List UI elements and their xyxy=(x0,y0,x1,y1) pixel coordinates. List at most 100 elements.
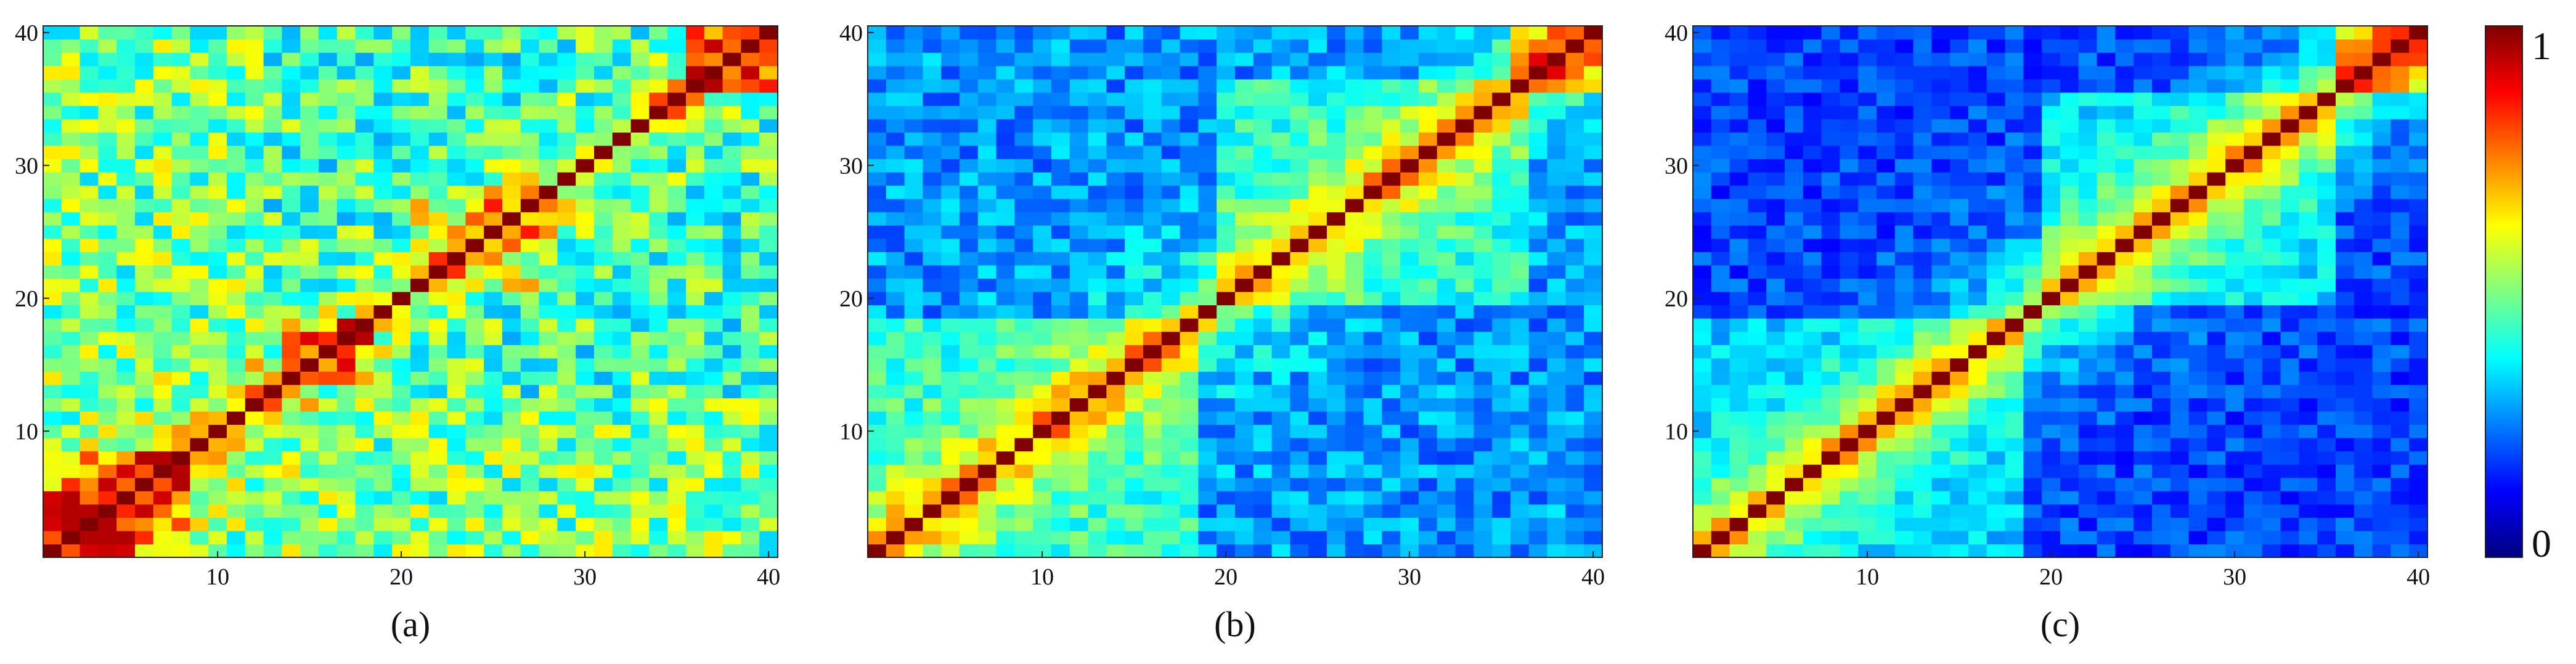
heatmap-cell xyxy=(300,39,319,53)
heatmap-cell xyxy=(2097,52,2116,67)
heatmap-cell xyxy=(1766,331,1785,345)
heatmap-cell xyxy=(904,371,923,385)
heatmap-cell xyxy=(667,79,687,93)
heatmap-cell xyxy=(557,424,576,438)
heatmap-cell xyxy=(502,225,521,239)
heatmap-cell xyxy=(2060,398,2079,412)
heatmap-cell xyxy=(1986,491,2006,505)
heatmap-cell xyxy=(2409,345,2428,359)
heatmap-cell xyxy=(1400,411,1419,425)
heatmap-cell xyxy=(1400,345,1419,359)
heatmap-cell xyxy=(520,530,540,545)
heatmap-cell xyxy=(1785,172,1804,186)
heatmap-cell xyxy=(392,26,411,40)
heatmap-cell xyxy=(2280,345,2299,359)
heatmap-cell xyxy=(1473,318,1493,332)
heatmap-cell xyxy=(1327,398,1346,412)
heatmap-cell xyxy=(2317,305,2336,319)
heatmap-cell xyxy=(2280,318,2299,332)
heatmap-cell xyxy=(1308,358,1327,372)
heatmap-cell xyxy=(2372,199,2391,213)
heatmap-cell xyxy=(904,398,923,412)
heatmap-cell xyxy=(667,92,687,106)
heatmap-cell xyxy=(2207,305,2226,319)
heatmap-cell xyxy=(502,530,521,545)
heatmap-cell xyxy=(1894,358,1914,372)
heatmap-cell xyxy=(1419,65,1438,80)
heatmap-cell xyxy=(576,199,595,213)
heatmap-cell xyxy=(1327,384,1346,398)
heatmap-cell xyxy=(61,158,81,173)
heatmap-cell xyxy=(43,39,62,53)
heatmap-cell xyxy=(759,371,778,385)
heatmap-cell xyxy=(1748,504,1767,518)
heatmap-cell xyxy=(1125,464,1144,478)
heatmap-cell xyxy=(61,371,81,385)
heatmap-cell xyxy=(539,211,558,226)
heatmap-cell xyxy=(1968,530,1987,545)
heatmap-cell xyxy=(1565,331,1584,345)
heatmap-cell xyxy=(2042,145,2061,160)
heatmap-cell xyxy=(1455,172,1474,186)
heatmap-cell xyxy=(1968,424,1987,438)
heatmap-cell xyxy=(1766,504,1785,518)
heatmap-cell xyxy=(1437,118,1456,133)
heatmap-cell xyxy=(1877,424,1896,438)
heatmap-cell xyxy=(1894,331,1914,345)
heatmap-cell xyxy=(319,411,338,425)
heatmap-cell xyxy=(98,145,117,160)
heatmap-cell xyxy=(1565,145,1584,160)
heatmap-cell xyxy=(392,345,411,359)
heatmap-cell xyxy=(1473,331,1493,345)
heatmap-cell xyxy=(2225,252,2244,266)
heatmap-cell xyxy=(135,358,154,372)
heatmap-cell xyxy=(686,92,705,106)
heatmap-cell xyxy=(2317,384,2336,398)
heatmap-cell xyxy=(1051,79,1070,93)
heatmap-cell xyxy=(667,211,687,226)
heatmap-cell xyxy=(392,92,411,106)
heatmap-cell xyxy=(1913,278,1932,292)
heatmap-cell xyxy=(722,65,741,80)
heatmap-cell xyxy=(759,225,778,239)
heatmap-cell xyxy=(336,517,356,531)
heatmap-cell xyxy=(135,238,154,252)
heatmap-cell xyxy=(2170,292,2190,306)
heatmap-cell xyxy=(410,211,430,226)
heatmap-cell xyxy=(1766,384,1785,398)
heatmap-cell xyxy=(484,477,503,491)
heatmap-cell xyxy=(282,132,301,146)
heatmap-cell xyxy=(98,79,117,93)
heatmap-cell xyxy=(1437,517,1456,531)
heatmap-cell xyxy=(686,145,705,160)
heatmap-cell xyxy=(1125,39,1144,53)
heatmap-cell xyxy=(2097,264,2116,279)
heatmap-cell xyxy=(1693,517,1712,531)
heatmap-cell xyxy=(2262,530,2281,545)
heatmap-cell xyxy=(428,345,448,359)
heatmap-cell xyxy=(941,345,960,359)
heatmap-cell xyxy=(1748,371,1767,385)
heatmap-cell xyxy=(630,384,650,398)
heatmap-cell xyxy=(704,26,723,40)
heatmap-cell xyxy=(1748,79,1767,93)
heatmap-cell xyxy=(465,264,484,279)
heatmap-cell xyxy=(2152,331,2171,345)
heatmap-cell xyxy=(355,132,374,146)
heatmap-cell xyxy=(649,477,668,491)
heatmap-cell xyxy=(2023,252,2042,266)
heatmap-cell xyxy=(1748,92,1767,106)
heatmap-cell xyxy=(1803,278,1822,292)
heatmap-cell xyxy=(336,384,356,398)
heatmap-cell xyxy=(2134,371,2153,385)
heatmap-cell xyxy=(1217,172,1236,186)
heatmap-cell xyxy=(686,438,705,452)
heatmap-cell xyxy=(1894,345,1914,359)
heatmap-cell xyxy=(2354,451,2373,465)
heatmap-cell xyxy=(1877,371,1896,385)
heatmap-cell xyxy=(1968,65,1987,80)
heatmap-cell xyxy=(319,238,338,252)
heatmap-cell xyxy=(1968,292,1987,306)
heatmap-cell xyxy=(576,118,595,133)
heatmap-cell xyxy=(300,118,319,133)
